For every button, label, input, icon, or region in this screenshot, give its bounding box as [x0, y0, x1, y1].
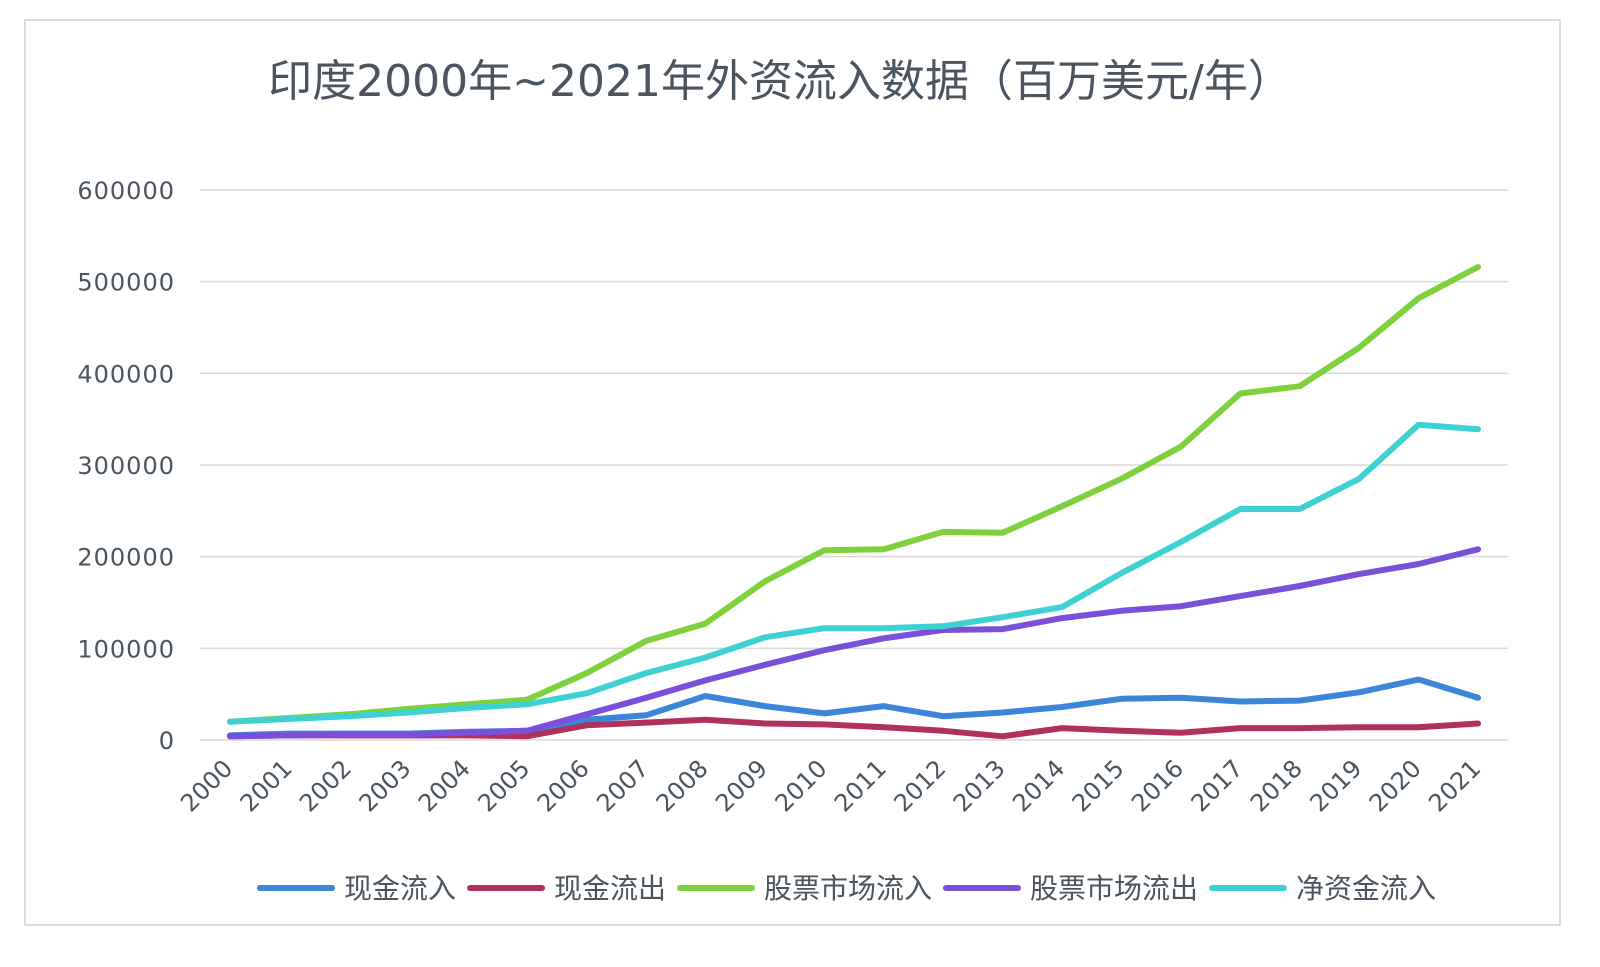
x-tick-label: 2005: [472, 754, 535, 817]
chart-title: 印度2000年~2021年外资流入数据（百万美元/年）: [268, 56, 1292, 107]
legend-label-1: 现金流入: [344, 872, 456, 905]
y-tick-label: 400000: [77, 360, 175, 388]
x-tick-label: 2002: [294, 754, 357, 817]
x-tick-label: 2010: [770, 754, 833, 817]
series-line-5: [227, 421, 1481, 725]
x-tick-label: 2015: [1067, 754, 1130, 817]
series-line-4: [227, 546, 1481, 740]
legend-label-5: 净资金流入: [1296, 872, 1436, 905]
x-axis-ticks: 2000200120022003200420052006200720082009…: [175, 754, 1486, 817]
x-tick-label: 2021: [1423, 754, 1486, 817]
legend-label-2: 现金流出: [554, 872, 666, 905]
y-tick-label: 100000: [77, 635, 175, 663]
chart-frame: [24, 19, 1561, 926]
y-tick-label: 500000: [77, 269, 175, 297]
series-lines: [227, 264, 1481, 740]
x-tick-label: 2001: [235, 754, 298, 817]
x-tick-label: 2013: [948, 754, 1011, 817]
y-tick-label: 0: [159, 727, 175, 755]
y-tick-label: 200000: [77, 544, 175, 572]
series-line-3: [227, 264, 1481, 725]
x-tick-label: 2008: [651, 754, 714, 817]
x-tick-label: 2003: [354, 754, 417, 817]
x-tick-label: 2020: [1364, 754, 1427, 817]
y-axis-ticks: 0 100000 200000 300000 400000 500000 600000: [77, 177, 175, 755]
y-tick-label: 300000: [77, 452, 175, 480]
x-tick-label: 2014: [1007, 754, 1070, 817]
x-tick-label: 2007: [591, 754, 654, 817]
x-tick-label: 2000: [175, 754, 238, 817]
x-tick-label: 2018: [1245, 754, 1308, 817]
legend-label-4: 股票市场流出: [1030, 872, 1198, 905]
x-tick-label: 2011: [829, 754, 892, 817]
x-tick-label: 2019: [1304, 754, 1367, 817]
x-tick-label: 2009: [710, 754, 773, 817]
legend: 现金流入 现金流出 股票市场流入 股票市场流出 净资金流入: [257, 872, 1436, 905]
x-tick-label: 2012: [888, 754, 951, 817]
legend-label-3: 股票市场流入: [764, 872, 932, 905]
x-tick-label: 2016: [1126, 754, 1189, 817]
x-tick-label: 2017: [1186, 754, 1249, 817]
x-tick-label: 2004: [413, 754, 476, 817]
gridlines: [200, 189, 1508, 741]
y-tick-label: 600000: [77, 177, 175, 205]
x-tick-label: 2006: [532, 754, 595, 817]
